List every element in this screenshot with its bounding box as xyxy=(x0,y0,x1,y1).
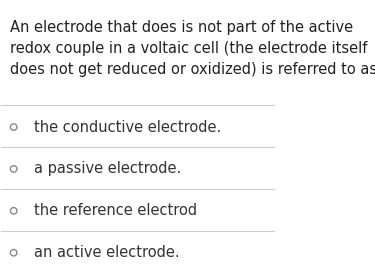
Text: an active electrode.: an active electrode. xyxy=(34,245,180,260)
Text: a passive electrode.: a passive electrode. xyxy=(34,161,182,176)
Text: the reference electrod: the reference electrod xyxy=(34,203,197,218)
Text: An electrode that does is not part of the active
redox couple in a voltaic cell : An electrode that does is not part of th… xyxy=(10,20,375,77)
Text: the conductive electrode.: the conductive electrode. xyxy=(34,120,221,135)
